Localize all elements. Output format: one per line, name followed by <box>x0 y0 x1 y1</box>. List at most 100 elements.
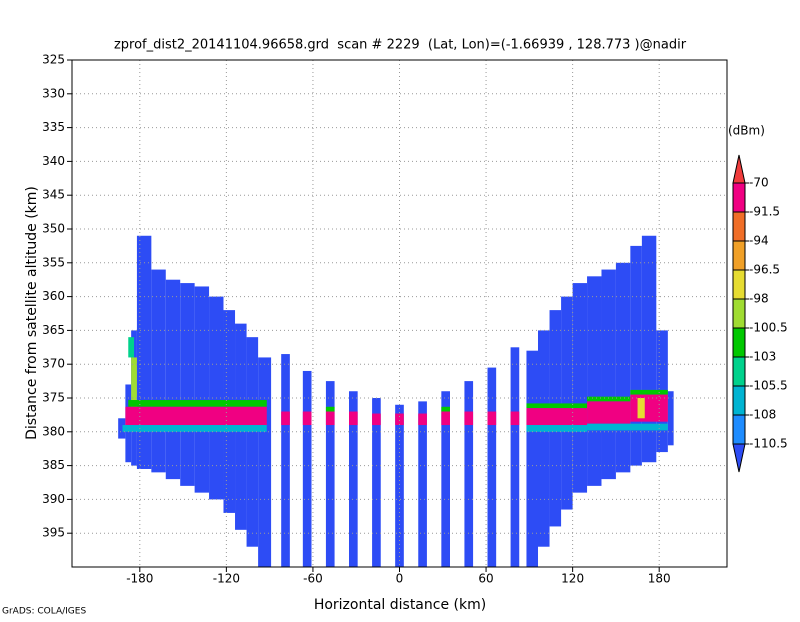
x-tick-label: 120 <box>561 572 584 586</box>
y-tick-label: 330 <box>42 86 65 100</box>
data-cell <box>615 262 631 473</box>
data-cell <box>302 411 312 426</box>
colorbar-tick-label: -110.5 <box>749 437 788 451</box>
data-cell <box>572 283 588 493</box>
y-axis-title: Distance from satellite altitude (km) <box>24 186 40 440</box>
data-cell <box>526 350 539 567</box>
colorbar-segment <box>732 240 746 271</box>
data-cell <box>194 286 210 493</box>
data-cell <box>418 413 427 426</box>
colorbar-segment <box>732 269 746 300</box>
data-cell <box>601 269 616 480</box>
y-tick-label: 350 <box>42 222 65 236</box>
data-cell <box>180 283 195 486</box>
colorbar-segment <box>732 182 746 213</box>
data-cell <box>372 398 381 567</box>
x-tick-label: -60 <box>303 572 323 586</box>
y-tick-label: 375 <box>42 391 65 405</box>
colorbar-tick-label: -103 <box>749 350 776 364</box>
colorbar-segment <box>732 327 746 358</box>
data-cell <box>128 337 135 358</box>
data-cell <box>667 391 674 446</box>
y-tick-label: 335 <box>42 120 65 134</box>
x-tick-label: 0 <box>396 572 404 586</box>
colorbar-tick-label: -91.5 <box>749 205 780 219</box>
x-axis-title: Horizontal distance (km) <box>314 597 486 613</box>
data-cell <box>118 418 126 439</box>
data-cell <box>441 411 450 426</box>
data-cell <box>464 411 474 426</box>
data-cell <box>487 411 497 426</box>
data-cell <box>630 245 642 466</box>
data-cell <box>637 398 645 419</box>
data-cell <box>587 401 631 424</box>
colorbar-tick-label: -94 <box>749 234 769 248</box>
colorbar-segment <box>732 298 746 329</box>
y-tick-label: 380 <box>42 424 65 438</box>
y-tick-label: 395 <box>42 526 65 540</box>
data-cell <box>441 406 450 412</box>
x-tick-label: 180 <box>648 572 671 586</box>
data-cell <box>136 235 152 469</box>
colorbar-tick-label: -100.5 <box>749 321 788 335</box>
data-cell <box>487 367 497 567</box>
colorbar-triangle <box>732 154 746 184</box>
colorbar-segment <box>732 356 746 387</box>
data-cell <box>561 296 573 510</box>
plot-frame <box>71 59 728 568</box>
data-cell <box>464 381 474 567</box>
y-tick-label: 385 <box>42 458 65 472</box>
data-cell <box>131 357 137 407</box>
data-cell <box>587 396 631 402</box>
data-cell <box>349 391 358 567</box>
colorbar-tick-label: -108 <box>749 408 776 422</box>
y-tick-label: 365 <box>42 323 65 337</box>
data-cell <box>526 408 588 426</box>
data-cell <box>630 394 668 422</box>
data-cell <box>526 425 588 432</box>
data-cell <box>587 423 668 431</box>
data-cell <box>630 389 668 395</box>
y-tick-label: 390 <box>42 492 65 506</box>
colorbar-label: (dBm) <box>728 124 765 138</box>
data-cell <box>258 357 272 567</box>
colorbar-segment <box>732 211 746 242</box>
x-tick-label: 60 <box>478 572 493 586</box>
data-cell <box>128 400 267 407</box>
colorbar-segment <box>732 414 746 445</box>
x-tick-label: -180 <box>126 572 153 586</box>
y-tick-label: 355 <box>42 255 65 269</box>
y-tick-label: 345 <box>42 188 65 202</box>
data-cell <box>302 370 312 567</box>
data-cell <box>418 401 427 567</box>
y-tick-label: 370 <box>42 357 65 371</box>
data-cell <box>246 337 259 547</box>
colorbar-tick-label: -98 <box>749 292 769 306</box>
colorbar-segment <box>732 385 746 416</box>
data-cell <box>441 391 450 567</box>
data-cell <box>349 411 358 426</box>
data-cell <box>395 404 404 567</box>
data-cell <box>125 406 267 426</box>
data-cell <box>122 425 267 432</box>
data-cell <box>325 411 335 426</box>
data-cell <box>526 403 588 409</box>
colorbar-tick-label: -96.5 <box>749 263 780 277</box>
colorbar-tick-label: -70 <box>749 176 769 190</box>
colorbar-triangle <box>732 443 746 473</box>
y-tick-label: 325 <box>42 53 65 67</box>
data-cell <box>165 279 181 480</box>
data-cell <box>325 381 335 567</box>
data-cell <box>281 354 290 567</box>
plot-area <box>118 235 674 567</box>
data-cell <box>395 413 404 426</box>
data-cell <box>510 411 520 426</box>
data-cell <box>538 330 550 547</box>
y-tick-label: 340 <box>42 154 65 168</box>
data-cell <box>325 406 335 412</box>
data-cell <box>372 413 381 426</box>
x-tick-label: -120 <box>213 572 240 586</box>
data-cell <box>281 411 290 426</box>
